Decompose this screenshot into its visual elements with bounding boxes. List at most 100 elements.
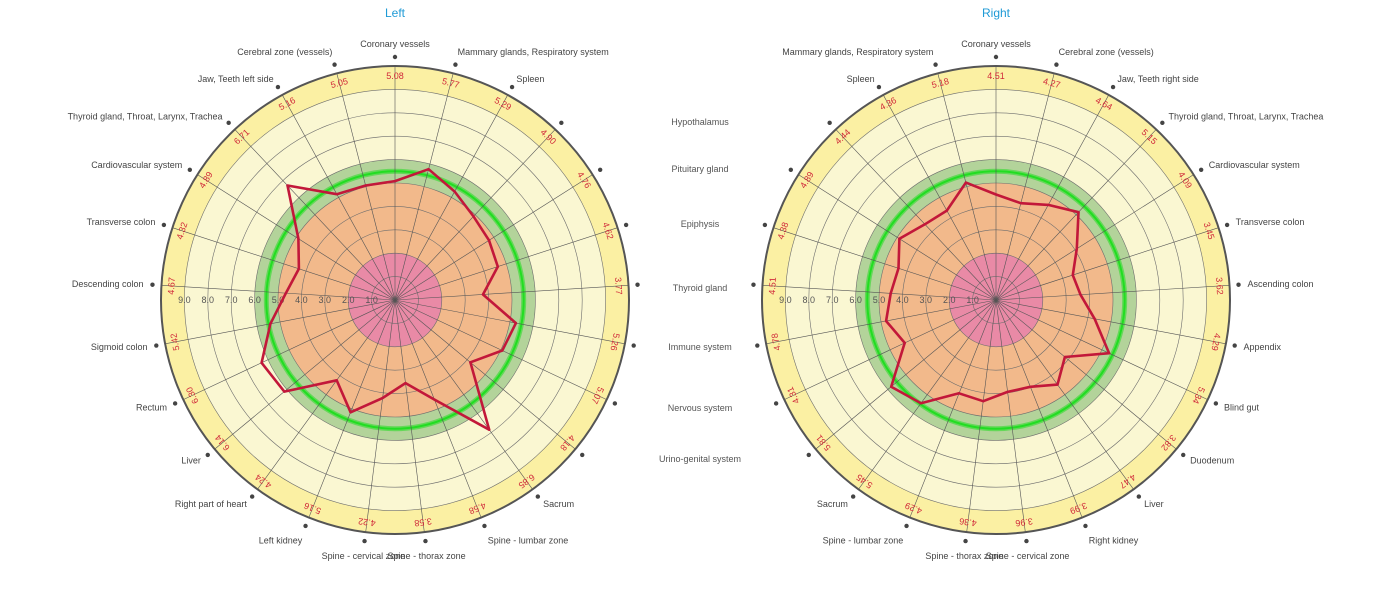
angular-grid-line	[165, 299, 396, 345]
axis-marker-dot	[453, 62, 458, 67]
chart-title: Right	[982, 6, 1011, 20]
radial-tick-label: 8.0	[803, 295, 816, 305]
angular-grid-line	[995, 299, 1177, 450]
category-label: Blind gut	[1224, 402, 1260, 412]
category-label: Spine - thorax zone	[388, 551, 466, 561]
axis-marker-dot	[1198, 167, 1204, 172]
data-point	[501, 349, 504, 352]
angular-grid-line	[394, 94, 508, 301]
axis-marker-dot	[205, 452, 210, 458]
data-point	[945, 209, 949, 212]
data-series-line	[260, 167, 518, 431]
data-point	[884, 319, 888, 323]
angular-grid-line	[798, 174, 997, 301]
side-label: Nervous system	[668, 403, 733, 413]
category-label: Right part of heart	[175, 499, 248, 509]
axis-marker-dot	[1232, 343, 1237, 348]
angular-grid-line	[766, 299, 997, 345]
value-label: 3.62	[1214, 277, 1225, 295]
radial-tick-label: 6.0	[248, 295, 261, 305]
data-point	[283, 390, 286, 393]
data-point	[898, 237, 901, 240]
value-label: 3.96	[1015, 516, 1034, 528]
axis-marker-dot	[751, 282, 756, 287]
axis-marker-dot	[1160, 120, 1165, 126]
data-point	[1107, 352, 1111, 355]
category-label: Descending colon	[72, 279, 144, 289]
value-label: 4.22	[358, 516, 377, 528]
data-point	[994, 193, 998, 196]
data-point	[381, 396, 384, 400]
axis-marker-dot	[773, 401, 779, 406]
polar-chart-left: Left 1.0 2.0 3.0 4.0 5.0 6.0 7.0 8.0 9.0 5.08 5.77 5…	[68, 6, 640, 561]
data-point	[453, 190, 456, 193]
angular-grid-line	[762, 285, 997, 301]
category-label: Spleen	[847, 74, 875, 84]
data-point	[404, 381, 407, 385]
axis-marker-dot	[755, 343, 760, 348]
data-point	[1056, 383, 1059, 386]
center-organ-labels: Hypothalamus Pituitary gland Epiphysis Thyr…	[659, 117, 741, 464]
data-point	[335, 192, 339, 196]
category-label: Jaw, Teeth right side	[1117, 74, 1198, 84]
axis-marker-dot	[154, 343, 159, 348]
axis-marker-dot	[1136, 494, 1142, 499]
axis-marker-dot	[1024, 538, 1029, 544]
data-point	[1075, 247, 1079, 250]
radial-tick-label: 3.0	[920, 295, 933, 305]
category-label: Coronary vessels	[961, 39, 1031, 49]
category-label: Sacrum	[817, 499, 848, 509]
axis-marker-dot	[187, 167, 193, 172]
category-label: Sacrum	[543, 499, 574, 509]
axis-marker-dot	[150, 282, 155, 287]
data-point	[487, 239, 491, 242]
data-point	[1019, 202, 1023, 205]
data-point	[297, 237, 300, 240]
radial-tick-label: 5.0	[272, 295, 285, 305]
axis-marker-dot	[1110, 84, 1116, 90]
angular-grid-line	[308, 299, 396, 518]
axis-marker-dot	[612, 401, 618, 406]
axis-marker-dot	[788, 167, 794, 172]
radial-tick-label: 2.0	[342, 295, 355, 305]
axis-marker-dot	[1224, 222, 1230, 228]
angular-grid-line	[394, 299, 533, 490]
angular-grid-line	[214, 299, 396, 450]
axis-marker-dot	[423, 538, 428, 544]
side-label: Urino-genital system	[659, 454, 741, 464]
axis-marker-dot	[580, 452, 585, 458]
axis-marker-dot	[806, 452, 811, 458]
category-label: Spine - lumbar zone	[488, 535, 569, 545]
data-point	[349, 411, 352, 414]
angular-grid-line	[394, 299, 482, 518]
category-label: Spine - thorax zone	[925, 551, 1003, 561]
radial-tick-label: 7.0	[826, 295, 839, 305]
axis-marker-dot	[933, 62, 938, 67]
axis-marker-dot	[827, 120, 832, 126]
axis-marker-dot	[392, 54, 398, 60]
angular-grid-line	[234, 129, 396, 301]
category-label: Spleen	[516, 74, 544, 84]
angular-grid-line	[995, 73, 1055, 301]
axis-marker-dot	[249, 494, 255, 499]
angular-grid-line	[995, 227, 1219, 301]
axis-marker-dot	[876, 84, 882, 90]
radial-tick-label: 1.0	[966, 295, 979, 305]
axis-marker-dot	[1054, 62, 1059, 67]
category-label: Jaw, Teeth left side	[198, 74, 274, 84]
angular-grid-line	[815, 299, 997, 450]
value-label: 5.08	[386, 71, 404, 81]
side-label: Hypothalamus	[671, 117, 729, 127]
axis-marker-dot	[635, 282, 640, 287]
data-point	[284, 291, 288, 295]
category-label: Cardiovascular system	[91, 160, 182, 170]
data-point	[1071, 273, 1074, 277]
category-label: Right kidney	[1089, 535, 1139, 545]
data-point	[1006, 390, 1009, 394]
chart-title: Left	[385, 6, 406, 20]
radial-tick-label: 2.0	[943, 295, 956, 305]
radial-tick-label: 3.0	[319, 295, 332, 305]
angular-grid-line	[995, 299, 1208, 400]
radial-tick-label: 1.0	[365, 295, 378, 305]
data-point	[496, 265, 500, 268]
